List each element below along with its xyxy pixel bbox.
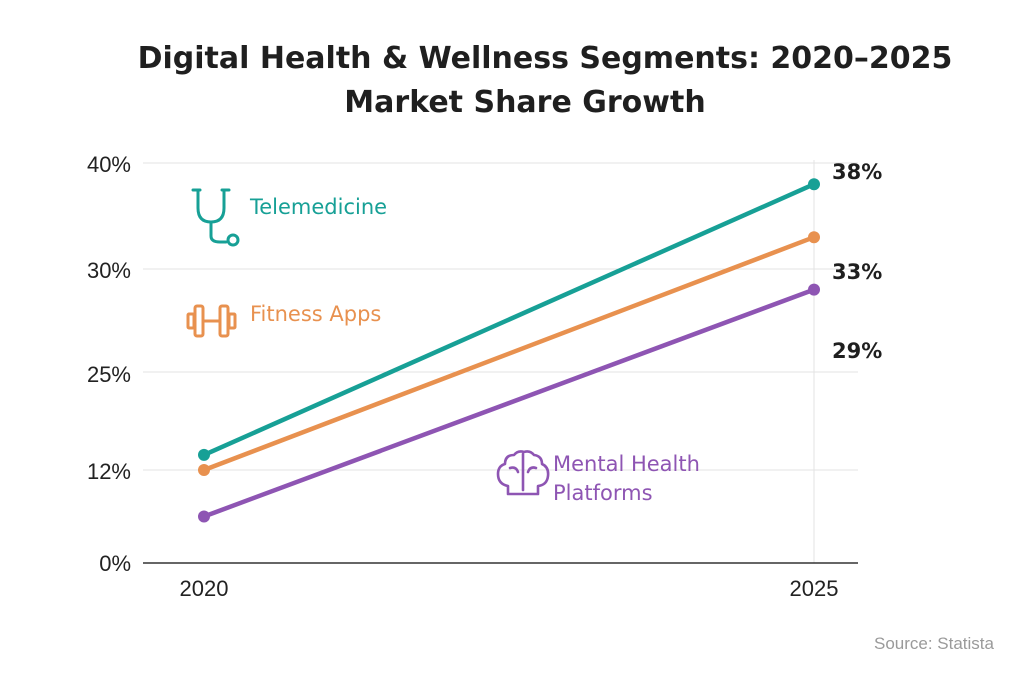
brain-icon — [496, 450, 550, 496]
x-tick-label: 2020 — [180, 576, 229, 601]
legend-mental-health: Mental Health Platforms — [496, 450, 700, 505]
series-name-fitness-apps: Fitness Apps — [250, 302, 381, 326]
chart-title-line-1: Digital Health & Wellness Segments: 2020… — [138, 41, 953, 76]
series-line-telemedicine — [201, 181, 817, 458]
stethoscope-icon — [191, 188, 240, 247]
data-point-fitness-apps-2025 — [808, 231, 820, 244]
legend-fitness-apps: Fitness Apps — [186, 302, 381, 338]
data-point-mental-health-platforms-2020 — [198, 510, 210, 523]
x-tick-label: 2025 — [790, 576, 839, 601]
y-tick-label: 40% — [87, 152, 131, 177]
data-point-telemedicine-2020 — [198, 448, 210, 461]
y-tick-label: 12% — [87, 459, 131, 484]
x-axis: 2020 2025 — [180, 576, 839, 601]
series-name-mental-health-line-2: Platforms — [553, 481, 653, 505]
chart-title-line-2: Market Share Growth — [344, 85, 705, 120]
legend-telemedicine: Telemedicine — [191, 188, 387, 247]
source-note: Source: Statista — [874, 634, 995, 653]
gridlines — [143, 160, 858, 563]
end-label-fitness-apps: 33% — [832, 260, 882, 284]
end-label-telemedicine: 38% — [832, 160, 882, 184]
series-name-mental-health-line-1: Mental Health — [553, 452, 700, 476]
y-tick-label: 30% — [87, 258, 131, 283]
data-point-fitness-apps-2020 — [198, 464, 210, 476]
data-point-telemedicine-2025 — [808, 178, 820, 191]
dumbbell-icon — [186, 304, 237, 338]
y-tick-label: 0% — [99, 551, 131, 576]
series-name-telemedicine: Telemedicine — [249, 195, 387, 219]
end-labels: 38% 33% 29% — [832, 160, 882, 363]
end-label-mental-health: 29% — [832, 339, 882, 363]
series-line-mental-health-platforms — [201, 287, 817, 519]
y-axis: 40% 30% 25% 12% 0% — [87, 152, 131, 576]
series-layer — [198, 178, 820, 523]
data-point-mental-health-platforms-2025 — [808, 283, 820, 296]
series-line-fitness-apps — [201, 234, 817, 473]
y-tick-label: 25% — [87, 362, 131, 387]
